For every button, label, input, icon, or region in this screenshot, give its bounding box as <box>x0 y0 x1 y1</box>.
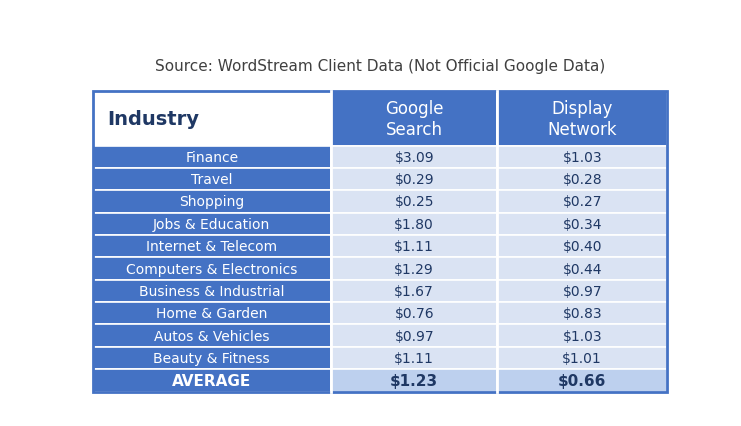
Text: $0.40: $0.40 <box>562 240 602 253</box>
Text: $0.27: $0.27 <box>562 195 602 209</box>
Text: Travel: Travel <box>191 173 233 187</box>
Bar <box>497 92 667 146</box>
Text: $1.23: $1.23 <box>391 373 438 388</box>
Text: Industry: Industry <box>107 110 199 129</box>
Bar <box>93 169 331 191</box>
Bar <box>331 191 497 213</box>
Bar <box>93 236 331 258</box>
Text: Computers & Electronics: Computers & Electronics <box>126 262 297 276</box>
Text: $0.29: $0.29 <box>394 173 434 187</box>
Bar <box>93 325 331 347</box>
Text: $0.97: $0.97 <box>394 329 434 343</box>
Text: AVERAGE: AVERAGE <box>172 373 251 388</box>
Bar <box>93 92 331 146</box>
Bar <box>497 302 667 325</box>
Bar <box>331 146 497 169</box>
Bar <box>93 302 331 325</box>
Bar <box>331 169 497 191</box>
Bar <box>497 325 667 347</box>
Text: Home & Garden: Home & Garden <box>156 307 268 320</box>
Text: $1.29: $1.29 <box>394 262 434 276</box>
Text: $0.44: $0.44 <box>562 262 602 276</box>
Text: $0.83: $0.83 <box>562 307 602 320</box>
Text: Finance: Finance <box>185 150 239 164</box>
Bar <box>497 280 667 302</box>
Bar <box>93 258 331 280</box>
Bar <box>331 347 497 369</box>
Text: $0.97: $0.97 <box>562 284 602 298</box>
Bar <box>331 258 497 280</box>
Bar <box>93 191 331 213</box>
Bar <box>331 92 497 146</box>
Text: $1.03: $1.03 <box>562 150 602 164</box>
Bar <box>497 146 667 169</box>
Bar <box>331 302 497 325</box>
Bar <box>497 258 667 280</box>
Bar <box>497 191 667 213</box>
Bar <box>331 280 497 302</box>
Text: Autos & Vehicles: Autos & Vehicles <box>154 329 270 343</box>
Bar <box>93 347 331 369</box>
Text: $0.28: $0.28 <box>562 173 602 187</box>
Bar <box>331 213 497 236</box>
Bar <box>93 213 331 236</box>
Text: $0.76: $0.76 <box>394 307 434 320</box>
Text: Google
Search: Google Search <box>385 100 443 138</box>
Text: $0.25: $0.25 <box>394 195 434 209</box>
Text: Display
Network: Display Network <box>548 100 617 138</box>
Bar <box>497 369 667 391</box>
Text: $1.11: $1.11 <box>394 240 434 253</box>
Text: $1.11: $1.11 <box>394 351 434 365</box>
Bar <box>93 146 331 169</box>
Bar <box>93 280 331 302</box>
Bar <box>93 369 331 391</box>
Bar <box>331 236 497 258</box>
Bar <box>497 347 667 369</box>
Text: $1.80: $1.80 <box>394 217 434 231</box>
Text: $0.66: $0.66 <box>558 373 606 388</box>
Text: Source: WordStream Client Data (Not Official Google Data): Source: WordStream Client Data (Not Offi… <box>155 59 605 74</box>
Text: Jobs & Education: Jobs & Education <box>153 217 270 231</box>
Bar <box>497 213 667 236</box>
Text: $1.01: $1.01 <box>562 351 602 365</box>
Bar <box>331 369 497 391</box>
Bar <box>331 325 497 347</box>
Text: $0.34: $0.34 <box>562 217 602 231</box>
Text: Beauty & Fitness: Beauty & Fitness <box>153 351 270 365</box>
Text: $1.03: $1.03 <box>562 329 602 343</box>
Text: Business & Industrial: Business & Industrial <box>139 284 285 298</box>
Bar <box>497 236 667 258</box>
Bar <box>497 169 667 191</box>
Text: $3.09: $3.09 <box>394 150 434 164</box>
Text: $1.67: $1.67 <box>394 284 434 298</box>
Text: Shopping: Shopping <box>179 195 245 209</box>
Text: Internet & Telecom: Internet & Telecom <box>146 240 277 253</box>
